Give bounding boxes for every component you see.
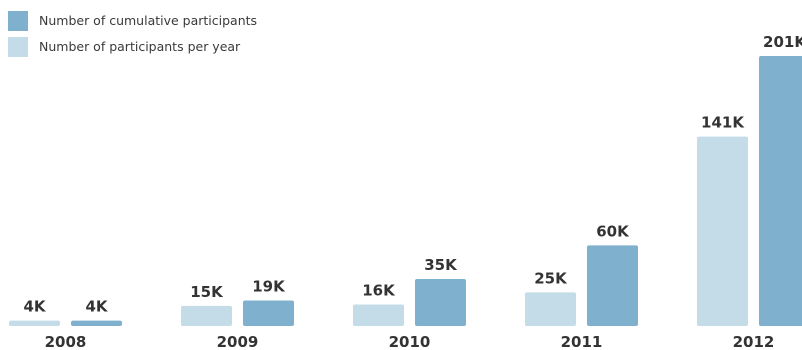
data-label-cumulative-2011: 60K xyxy=(596,222,630,240)
data-label-per-year-2012: 141K xyxy=(701,114,745,132)
data-label-cumulative-2010: 35K xyxy=(424,256,458,274)
data-label-cumulative-2012: 201K xyxy=(763,33,802,51)
legend-item-cumulative: Number of cumulative participants xyxy=(8,8,257,33)
chart-legend: Number of cumulative participants Number… xyxy=(8,8,257,60)
legend-swatch-per-year xyxy=(8,36,28,57)
legend-label-per-year: Number of participants per year xyxy=(39,39,241,54)
bar-per-year-2009 xyxy=(181,305,232,326)
bar-cumulative-2012 xyxy=(759,56,802,326)
bar-cumulative-2008 xyxy=(71,320,122,326)
x-tick-label-2012: 2012 xyxy=(733,333,775,350)
bar-per-year-2010 xyxy=(353,304,404,326)
bar-cumulative-2010 xyxy=(415,278,466,326)
data-label-cumulative-2009: 19K xyxy=(252,277,286,295)
bar-cumulative-2009 xyxy=(243,300,294,326)
legend-swatch-cumulative xyxy=(8,10,28,31)
x-tick-label-2011: 2011 xyxy=(561,333,603,350)
x-tick-label-2009: 2009 xyxy=(217,333,259,350)
data-label-cumulative-2008: 4K xyxy=(85,298,108,316)
bar-per-year-2012 xyxy=(697,136,748,326)
data-label-per-year-2011: 25K xyxy=(534,269,568,287)
data-label-per-year-2008: 4K xyxy=(23,298,46,316)
data-label-per-year-2009: 15K xyxy=(190,283,224,301)
legend-label-cumulative: Number of cumulative participants xyxy=(39,13,258,28)
data-label-per-year-2010: 16K xyxy=(362,282,396,300)
bar-per-year-2008 xyxy=(9,320,60,326)
bar-cumulative-2011 xyxy=(587,245,638,326)
bar-per-year-2011 xyxy=(525,292,576,326)
x-tick-label-2010: 2010 xyxy=(389,333,431,350)
legend-item-per-year: Number of participants per year xyxy=(8,34,257,59)
x-tick-label-2008: 2008 xyxy=(45,333,87,350)
